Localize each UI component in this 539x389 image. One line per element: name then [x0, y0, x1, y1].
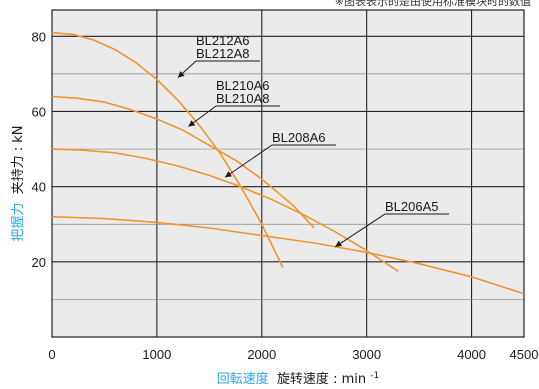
- chart-note-text: ※图表表示的是由使用标准模块时的数值: [334, 0, 531, 8]
- y-axis-unit: kN: [11, 125, 26, 142]
- series-label-2: BL210A6: [216, 78, 270, 93]
- series-label-4: BL206A5: [385, 199, 439, 214]
- y-tick-label: 20: [32, 255, 46, 270]
- plot-area: [52, 10, 524, 337]
- y-axis-title: 把握力 夹持力 : kN: [11, 125, 26, 241]
- y-tick-label: 40: [32, 180, 46, 195]
- series-leader-arrowhead: [177, 71, 185, 78]
- x-tick-label: 0: [48, 347, 55, 362]
- x-axis-unit-exp: -1: [370, 371, 379, 381]
- y-axis-ticks: 20 40 60 80: [32, 29, 46, 270]
- x-tick-label: 3000: [352, 347, 381, 362]
- series-label-1: BL212A6: [196, 33, 250, 48]
- series-leader-arrowhead: [225, 171, 233, 178]
- x-tick-label: 4000: [457, 347, 486, 362]
- x-axis-unit: min: [342, 372, 367, 387]
- series-leader-line: [224, 144, 273, 178]
- series-leader-line: [334, 213, 386, 248]
- chart-note: ※图表表示的是由使用标准模块时的数值: [0, 0, 539, 14]
- series-line-3: [51, 148, 399, 272]
- series-line-2: [51, 95, 315, 229]
- y-axis-title-cn: 夹持力: [11, 155, 26, 194]
- series-label-1: BL212A8: [196, 46, 250, 61]
- series-line-4: [51, 215, 525, 295]
- x-tick-label: 1000: [142, 347, 171, 362]
- y-tick-label: 60: [32, 104, 46, 119]
- series-leader-arrowhead: [335, 240, 343, 247]
- plot-frame: [51, 9, 525, 338]
- series-lines: [51, 31, 525, 295]
- series-label-2: BL210A8: [216, 91, 270, 106]
- x-axis-ticks: 0 1000 2000 3000 4000 4500: [48, 347, 538, 362]
- x-axis-title-cn: 旋转速度: [277, 371, 329, 387]
- y-tick-label: 80: [32, 29, 46, 44]
- x-axis-title-jp: 回転速度: [217, 371, 269, 387]
- grid-lines: [52, 10, 524, 337]
- x-tick-label: 4500: [510, 347, 539, 362]
- series-leader-arrowhead: [188, 120, 196, 127]
- x-axis-title: 回転速度 旋转速度 : min -1: [217, 371, 379, 387]
- y-axis-title-jp: 把握力: [11, 203, 26, 242]
- series-label-3: BL208A6: [272, 130, 326, 145]
- series-line-1: [51, 31, 284, 268]
- x-tick-label: 2000: [247, 347, 276, 362]
